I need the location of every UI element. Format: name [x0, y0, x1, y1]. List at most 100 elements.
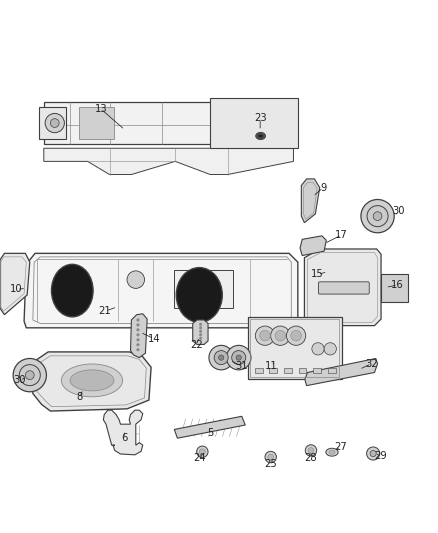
Circle shape [137, 319, 139, 321]
Circle shape [13, 359, 46, 392]
Circle shape [268, 454, 273, 460]
Polygon shape [174, 416, 245, 438]
Text: 11: 11 [265, 361, 278, 372]
Circle shape [226, 345, 251, 370]
Circle shape [199, 334, 202, 336]
Text: 16: 16 [391, 280, 404, 290]
Circle shape [255, 326, 275, 345]
Text: 25: 25 [264, 458, 277, 469]
Text: 24: 24 [193, 453, 205, 463]
FancyBboxPatch shape [210, 98, 298, 148]
Text: 15: 15 [311, 269, 324, 279]
Bar [328, 368, 336, 374]
Ellipse shape [329, 450, 335, 454]
Circle shape [370, 450, 376, 457]
Circle shape [137, 328, 139, 331]
Text: 28: 28 [305, 454, 317, 463]
Text: 14: 14 [148, 334, 160, 344]
Circle shape [199, 327, 202, 329]
Circle shape [291, 330, 301, 341]
Circle shape [199, 330, 202, 333]
Circle shape [361, 199, 394, 233]
Circle shape [45, 114, 64, 133]
Bar [255, 368, 263, 374]
Ellipse shape [256, 133, 265, 140]
Circle shape [312, 343, 324, 355]
FancyBboxPatch shape [44, 102, 293, 144]
Polygon shape [301, 179, 320, 223]
Circle shape [373, 212, 382, 221]
FancyBboxPatch shape [79, 107, 114, 140]
Circle shape [305, 445, 317, 456]
Polygon shape [24, 253, 298, 328]
FancyBboxPatch shape [318, 282, 369, 294]
Circle shape [137, 334, 139, 336]
Text: 9: 9 [320, 183, 326, 192]
Text: 5: 5 [207, 428, 213, 438]
Circle shape [214, 351, 228, 365]
Text: 22: 22 [190, 341, 203, 350]
Circle shape [50, 119, 59, 127]
Bar [313, 368, 321, 374]
Circle shape [25, 371, 34, 379]
Circle shape [137, 338, 139, 341]
Circle shape [19, 365, 40, 386]
Text: 6: 6 [122, 433, 128, 443]
Polygon shape [0, 253, 30, 314]
Circle shape [137, 343, 139, 346]
Circle shape [199, 323, 202, 326]
Text: 23: 23 [254, 114, 266, 124]
Circle shape [260, 330, 270, 341]
Ellipse shape [258, 134, 263, 138]
Polygon shape [305, 359, 378, 386]
Circle shape [308, 448, 314, 453]
Text: 30: 30 [392, 206, 405, 216]
Text: 21: 21 [99, 306, 112, 316]
Bar [299, 368, 307, 374]
Circle shape [137, 324, 139, 326]
Text: 10: 10 [11, 284, 23, 294]
Polygon shape [300, 236, 326, 255]
Text: 13: 13 [95, 104, 107, 114]
Circle shape [199, 337, 202, 340]
Bar [284, 368, 292, 374]
Text: 31: 31 [236, 361, 248, 372]
Polygon shape [44, 148, 293, 174]
Polygon shape [131, 314, 147, 358]
Circle shape [232, 351, 246, 365]
Ellipse shape [70, 370, 114, 391]
Circle shape [286, 326, 306, 345]
Circle shape [219, 355, 224, 360]
Ellipse shape [326, 448, 338, 456]
Circle shape [137, 349, 139, 351]
Text: 30: 30 [14, 375, 26, 385]
Circle shape [209, 345, 233, 370]
Ellipse shape [61, 364, 123, 397]
Circle shape [275, 330, 286, 341]
Polygon shape [39, 107, 66, 140]
Text: 32: 32 [365, 359, 378, 369]
Circle shape [367, 206, 388, 227]
Ellipse shape [52, 264, 93, 317]
Text: 29: 29 [374, 451, 388, 461]
Text: 27: 27 [334, 442, 347, 452]
Circle shape [200, 449, 205, 455]
Circle shape [236, 355, 241, 360]
Circle shape [271, 326, 290, 345]
Ellipse shape [176, 268, 223, 322]
Circle shape [197, 446, 208, 457]
Text: 8: 8 [77, 392, 83, 402]
Circle shape [127, 271, 145, 288]
Text: 17: 17 [335, 230, 348, 240]
Circle shape [324, 343, 336, 355]
Circle shape [367, 447, 380, 460]
Bar [269, 368, 277, 374]
Polygon shape [193, 320, 208, 344]
FancyBboxPatch shape [248, 317, 342, 379]
Polygon shape [103, 410, 143, 455]
FancyBboxPatch shape [381, 274, 408, 302]
Polygon shape [304, 249, 381, 326]
Polygon shape [33, 352, 151, 411]
FancyBboxPatch shape [174, 270, 233, 308]
Circle shape [265, 451, 276, 463]
